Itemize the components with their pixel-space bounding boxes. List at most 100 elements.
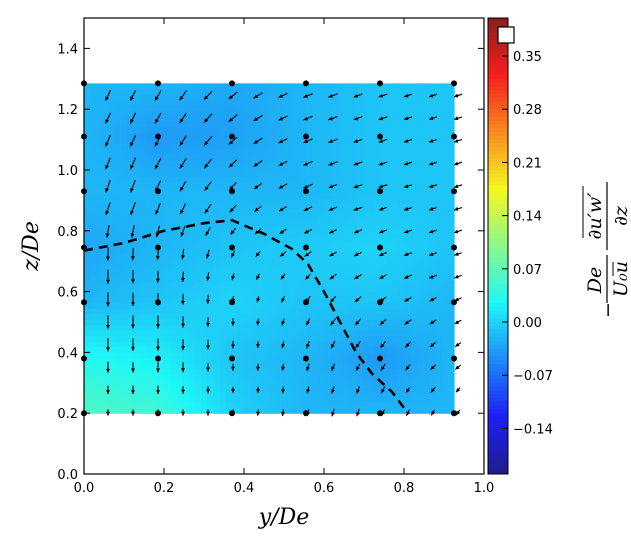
contour-cell xyxy=(164,286,171,293)
contour-cell xyxy=(108,160,116,167)
contour-cell xyxy=(367,116,375,123)
quiver-arrow xyxy=(354,296,362,303)
y-tick-label: 0.6 xyxy=(57,286,78,301)
contour-cell xyxy=(219,330,227,337)
contour-cell xyxy=(188,160,196,167)
contour-cell xyxy=(182,83,190,90)
colorbar-segment xyxy=(488,303,508,308)
contour-cell xyxy=(306,127,313,134)
contour-cell xyxy=(133,292,141,299)
contour-cell xyxy=(441,83,449,90)
contour-cell xyxy=(195,385,202,392)
contour-cell xyxy=(293,198,301,205)
contour-cell xyxy=(170,149,178,156)
contour-cell xyxy=(398,286,406,293)
arrow-head xyxy=(429,206,434,211)
contour-cell xyxy=(170,402,178,409)
contour-cell xyxy=(423,160,430,167)
contour-cell xyxy=(312,352,319,359)
arrow-head xyxy=(130,96,134,101)
contour-cell xyxy=(410,165,418,172)
contour-cell xyxy=(244,171,252,178)
contour-cell xyxy=(361,138,369,145)
contour-cell xyxy=(262,176,270,183)
contour-cell xyxy=(121,99,128,106)
contour-cell xyxy=(423,363,430,370)
contour-cell xyxy=(133,341,141,348)
contour-cell xyxy=(417,110,424,117)
contour-cell xyxy=(139,407,147,414)
contour-cell xyxy=(176,314,184,321)
contour-cell xyxy=(441,138,449,145)
contour-cell xyxy=(219,215,227,222)
arrow-head xyxy=(155,118,159,124)
contour-cell xyxy=(318,402,326,409)
contour-cell xyxy=(367,198,375,205)
contour-cell xyxy=(145,292,153,299)
contour-cell xyxy=(151,99,159,106)
contour-cell xyxy=(114,281,122,288)
contour-cell xyxy=(398,347,406,354)
contour-cell xyxy=(275,88,282,95)
contour-cell xyxy=(306,391,313,398)
contour-cell xyxy=(225,143,233,150)
contour-cell xyxy=(355,358,363,365)
contour-cell xyxy=(324,374,332,381)
contour-cell xyxy=(90,204,97,211)
arrow-head xyxy=(179,164,184,169)
contour-cell xyxy=(90,138,97,145)
contour-cell xyxy=(238,314,245,321)
contour-cell xyxy=(287,242,295,249)
contour-cell xyxy=(441,402,449,409)
contour-cell xyxy=(299,347,307,354)
contour-cell xyxy=(435,292,443,299)
contour-cell xyxy=(404,237,412,244)
arrow-head xyxy=(404,206,409,211)
arrow-head xyxy=(454,206,459,211)
arrow-head xyxy=(280,252,285,257)
contour-cell xyxy=(343,160,350,167)
contour-cell xyxy=(398,253,406,260)
contour-cell xyxy=(287,143,295,150)
contour-cell xyxy=(367,154,375,161)
colorbar-segment xyxy=(488,272,508,277)
contour-cell xyxy=(188,330,196,337)
contour-cell xyxy=(139,319,147,326)
arrow-head xyxy=(331,389,335,394)
contour-cell xyxy=(312,154,319,161)
contour-cell xyxy=(275,99,282,106)
contour-cell xyxy=(441,237,449,244)
contour-cell xyxy=(299,110,307,117)
contour-cell xyxy=(195,407,202,414)
contour-cell xyxy=(410,83,418,90)
contour-cell xyxy=(121,286,128,293)
arrow-head xyxy=(379,229,384,234)
contour-cell xyxy=(398,209,406,216)
contour-cell xyxy=(281,154,289,161)
contour-cell xyxy=(158,143,165,150)
contour-cell xyxy=(133,248,141,255)
contour-cell xyxy=(139,193,147,200)
contour-cell xyxy=(90,187,97,194)
contour-cell xyxy=(441,226,449,233)
contour-cell xyxy=(361,336,369,343)
contour-cell xyxy=(102,264,110,271)
contour-cell xyxy=(90,270,97,277)
contour-cell xyxy=(201,314,208,321)
contour-cell xyxy=(238,358,245,365)
contour-cell xyxy=(355,88,363,95)
contour-cell xyxy=(423,330,430,337)
contour-cell xyxy=(188,182,196,189)
contour-cell xyxy=(225,259,233,266)
contour-cell xyxy=(158,352,165,359)
contour-cell xyxy=(441,396,449,403)
contour-cell xyxy=(96,231,104,238)
contour-cell xyxy=(355,286,363,293)
contour-cell xyxy=(213,248,221,255)
contour-cell xyxy=(244,226,252,233)
contour-cell xyxy=(349,286,356,293)
contour-cell xyxy=(386,374,393,381)
contour-cell xyxy=(151,127,159,134)
contour-cell xyxy=(398,281,406,288)
contour-cell xyxy=(330,121,338,128)
